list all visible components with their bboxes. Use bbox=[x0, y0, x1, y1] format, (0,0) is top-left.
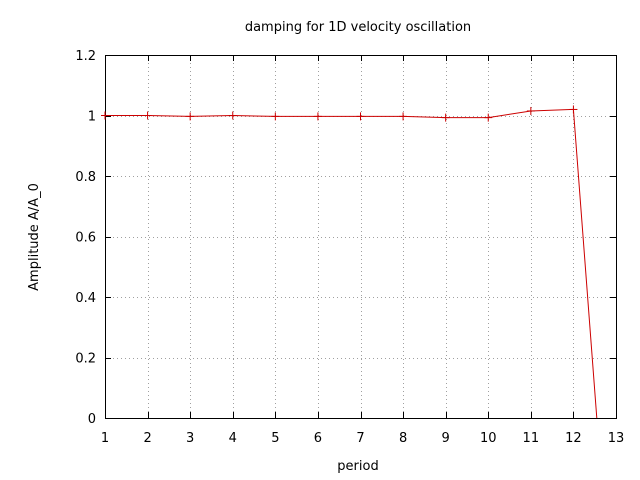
x-tick-label: 6 bbox=[314, 431, 322, 446]
data-point bbox=[569, 105, 578, 114]
x-axis-label: period bbox=[337, 459, 378, 474]
data-point bbox=[313, 112, 322, 121]
data-point bbox=[356, 112, 365, 121]
series-group bbox=[101, 105, 598, 419]
y-tick-label: 0.2 bbox=[75, 352, 96, 367]
y-tick-label: 0 bbox=[88, 412, 96, 427]
axis-ticks bbox=[105, 55, 617, 419]
y-tick-label: 1 bbox=[88, 110, 96, 125]
y-tick-label: 0.6 bbox=[75, 231, 96, 246]
x-tick-label: 9 bbox=[442, 431, 450, 446]
data-point bbox=[271, 112, 280, 121]
x-tick-label: 1 bbox=[101, 431, 109, 446]
y-tick-label: 0.8 bbox=[75, 170, 96, 185]
y-tick-label: 0.4 bbox=[75, 291, 96, 306]
x-tick-label: 7 bbox=[356, 431, 364, 446]
data-point bbox=[441, 113, 450, 122]
series-line bbox=[105, 108, 598, 419]
x-tick-label: 10 bbox=[480, 431, 497, 446]
y-tick-labels: 0 0.2 0.4 0.6 0.8 1 1.2 bbox=[75, 49, 96, 427]
x-tick-label: 5 bbox=[271, 431, 279, 446]
chart-title: damping for 1D velocity oscillation bbox=[245, 20, 471, 35]
y-tick-label: 1.2 bbox=[75, 49, 96, 64]
x-tick-label: 4 bbox=[229, 431, 237, 446]
data-point bbox=[526, 106, 535, 115]
x-tick-label: 11 bbox=[523, 431, 540, 446]
x-tick-label: 13 bbox=[608, 431, 625, 446]
x-tick-label: 2 bbox=[143, 431, 151, 446]
data-point bbox=[399, 112, 408, 121]
data-point bbox=[101, 111, 109, 120]
data-point bbox=[143, 111, 152, 120]
grid bbox=[105, 55, 616, 418]
data-point bbox=[228, 111, 237, 120]
x-tick-label: 3 bbox=[186, 431, 194, 446]
data-point bbox=[484, 113, 493, 122]
x-tick-label: 8 bbox=[399, 431, 407, 446]
y-axis-label: Amplitude A/A_0 bbox=[27, 183, 42, 291]
plot-frame bbox=[105, 55, 617, 419]
x-tick-label: 12 bbox=[565, 431, 582, 446]
x-tick-labels: 1 2 3 4 5 6 7 8 9 10 11 12 13 bbox=[101, 431, 624, 446]
data-point bbox=[186, 112, 195, 121]
